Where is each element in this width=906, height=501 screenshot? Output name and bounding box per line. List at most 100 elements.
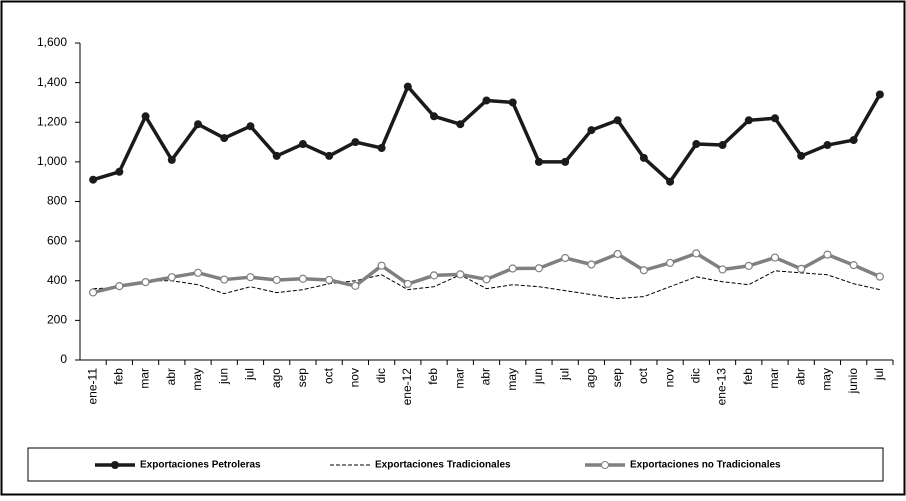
- x-tick-label: jun: [531, 368, 545, 385]
- y-tick-label: 800: [47, 194, 67, 208]
- data-point: [272, 151, 281, 160]
- data-point: [639, 266, 648, 275]
- x-tick-label: may: [190, 368, 204, 391]
- data-point: [849, 136, 858, 145]
- legend-label: Exportaciones Tradicionales: [375, 460, 511, 471]
- x-tick-label: junio: [846, 368, 860, 395]
- x-tick-label: nov: [348, 368, 362, 387]
- x-tick-label: nov: [662, 368, 676, 387]
- data-point: [770, 114, 779, 123]
- data-point: [744, 116, 753, 125]
- data-point: [718, 265, 727, 274]
- x-tick-label: may: [820, 368, 834, 391]
- data-point: [430, 112, 439, 121]
- data-point: [875, 272, 884, 281]
- x-tick-label: ene-13: [715, 368, 729, 406]
- x-tick-label: mar: [767, 368, 781, 389]
- x-tick-label: ene-11: [85, 368, 99, 405]
- x-tick-label: ago: [584, 368, 598, 388]
- x-tick-label: jun: [216, 368, 230, 385]
- data-point: [193, 268, 203, 277]
- x-tick-label: feb: [426, 368, 440, 385]
- data-point: [823, 250, 832, 259]
- data-point: [508, 264, 517, 273]
- data-point: [377, 144, 386, 153]
- data-point: [692, 249, 701, 258]
- data-point: [561, 253, 570, 263]
- series-line: [93, 270, 880, 300]
- data-point: [141, 112, 150, 121]
- y-tick-label: 0: [60, 352, 67, 366]
- y-tick-label: 400: [47, 273, 67, 287]
- x-tick-label: ago: [269, 368, 283, 388]
- data-point: [534, 264, 544, 273]
- y-tick-label: 600: [47, 233, 67, 247]
- data-point: [797, 264, 806, 273]
- legend-box: [27, 447, 884, 482]
- x-tick-label: dic: [374, 368, 388, 383]
- x-tick-label: mar: [138, 368, 152, 389]
- data-point: [141, 278, 150, 287]
- data-point: [220, 275, 229, 284]
- data-point: [482, 275, 491, 284]
- x-tick-label: feb: [112, 368, 126, 385]
- x-tick-label: mar: [452, 368, 466, 389]
- data-point: [298, 140, 307, 149]
- data-point: [613, 249, 622, 259]
- legend-marker: [601, 461, 609, 469]
- data-point: [823, 141, 832, 150]
- data-point: [325, 275, 334, 285]
- data-point: [194, 120, 203, 129]
- x-tick-label: oct: [636, 367, 650, 384]
- x-tick-label: jul: [872, 368, 886, 381]
- data-point: [797, 151, 806, 160]
- data-point: [325, 151, 334, 160]
- data-point: [770, 253, 780, 262]
- data-point: [849, 260, 858, 270]
- data-point: [534, 157, 543, 166]
- data-point: [456, 270, 465, 279]
- data-point: [351, 281, 360, 291]
- y-tick-label: 1,400: [37, 75, 67, 89]
- x-tick-label: oct: [321, 367, 335, 384]
- y-tick-label: 1,600: [37, 35, 67, 49]
- legend-label: Exportaciones Petroleras: [140, 460, 261, 471]
- x-tick-label: abr: [793, 368, 807, 385]
- y-tick-label: 1,200: [37, 114, 67, 128]
- x-tick-label: sep: [610, 368, 624, 388]
- data-point: [246, 273, 255, 282]
- data-point: [561, 157, 570, 166]
- x-tick-label: may: [505, 368, 519, 391]
- data-point: [351, 138, 360, 147]
- data-point: [272, 275, 281, 285]
- data-point: [377, 261, 386, 270]
- x-tick-label: abr: [479, 368, 493, 385]
- data-point: [89, 175, 98, 184]
- data-point: [115, 167, 124, 176]
- data-point: [89, 288, 98, 297]
- data-point: [587, 260, 596, 269]
- legend-marker: [111, 461, 119, 469]
- data-point: [456, 120, 465, 129]
- data-point: [298, 274, 308, 283]
- data-point: [167, 273, 176, 282]
- data-point: [220, 134, 229, 143]
- data-point: [482, 96, 491, 105]
- data-point: [167, 155, 176, 164]
- data-point: [744, 261, 753, 270]
- x-tick-label: jul: [557, 368, 571, 381]
- legend-label: Exportaciones no Tradicionales: [630, 460, 781, 471]
- data-point: [665, 258, 675, 268]
- x-tick-label: feb: [741, 368, 755, 385]
- data-point: [403, 82, 412, 91]
- legend: Exportaciones Petroleras Exportaciones Tr…: [95, 460, 781, 471]
- data-point: [666, 177, 675, 186]
- series-line: [92, 251, 881, 295]
- x-tick-label: sep: [295, 368, 309, 388]
- data-point: [587, 126, 596, 135]
- data-point: [403, 279, 412, 289]
- data-point: [429, 271, 439, 280]
- data-point: [613, 116, 622, 125]
